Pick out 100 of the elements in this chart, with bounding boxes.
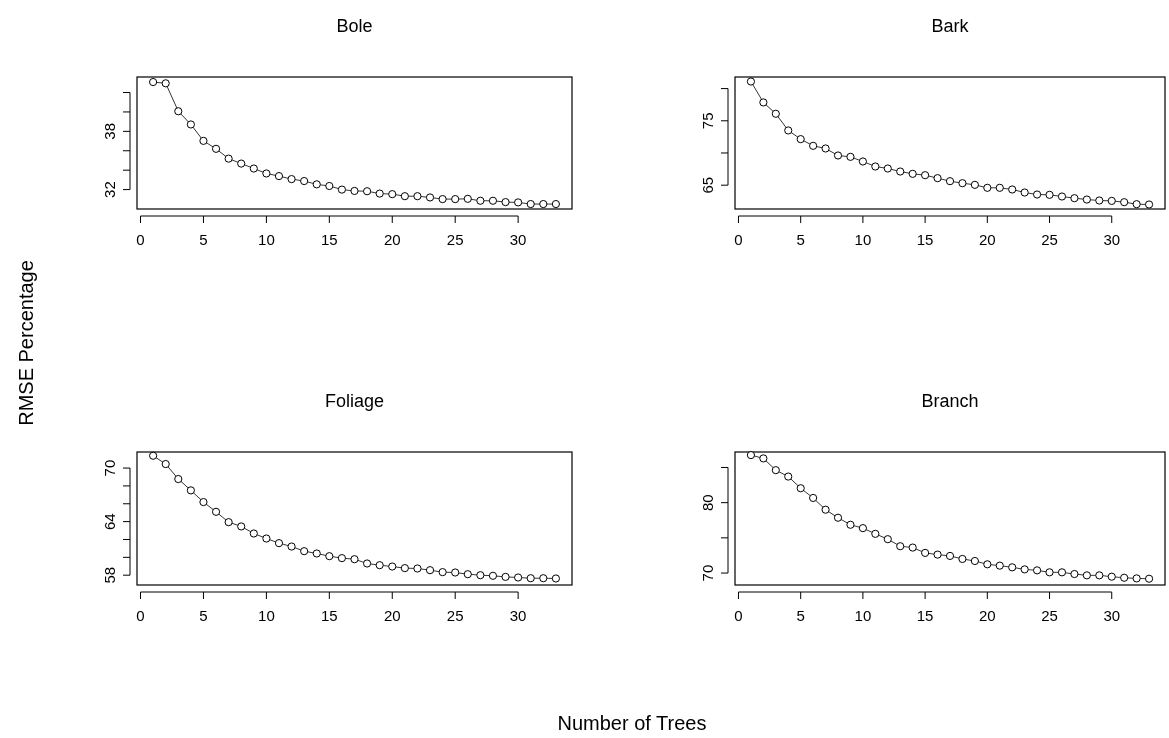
point bbox=[1032, 566, 1042, 575]
point bbox=[161, 459, 170, 469]
point bbox=[514, 573, 523, 582]
point bbox=[425, 566, 435, 575]
x-tick-label: 10 bbox=[854, 607, 872, 624]
point bbox=[237, 522, 246, 531]
y-tick-label: 70 bbox=[699, 564, 716, 582]
point bbox=[287, 175, 296, 184]
chart-title: Bole bbox=[336, 16, 373, 36]
x-tick-label: 25 bbox=[1041, 607, 1058, 624]
x-tick-label: 0 bbox=[734, 607, 743, 624]
x-tick-label: 25 bbox=[446, 607, 464, 624]
point bbox=[211, 144, 221, 153]
point bbox=[983, 183, 992, 192]
y-tick-label: 32 bbox=[101, 181, 118, 198]
point bbox=[970, 180, 979, 189]
point bbox=[249, 529, 258, 538]
point bbox=[933, 174, 942, 183]
point bbox=[149, 451, 158, 460]
point bbox=[1020, 565, 1029, 574]
point bbox=[1107, 572, 1116, 581]
point bbox=[400, 192, 409, 201]
point bbox=[883, 164, 892, 173]
chart-title: Foliage bbox=[324, 391, 385, 411]
chart-title: Branch bbox=[921, 391, 979, 411]
point bbox=[1020, 188, 1029, 197]
point bbox=[1120, 198, 1129, 207]
point bbox=[463, 194, 472, 203]
point bbox=[451, 568, 460, 577]
point bbox=[312, 180, 321, 189]
x-tick-label: 5 bbox=[199, 607, 208, 624]
point bbox=[375, 561, 384, 570]
point bbox=[995, 561, 1004, 570]
point bbox=[933, 550, 942, 559]
point bbox=[921, 548, 930, 558]
point bbox=[1095, 196, 1104, 205]
point bbox=[325, 181, 334, 191]
point bbox=[149, 77, 158, 87]
point bbox=[262, 534, 271, 543]
x-tick-label: 5 bbox=[796, 607, 805, 624]
x-axis-title: Number of Trees bbox=[557, 712, 707, 734]
point bbox=[1144, 574, 1154, 583]
x-tick-label: 5 bbox=[199, 231, 208, 248]
point bbox=[896, 167, 905, 176]
point bbox=[1045, 190, 1054, 199]
point bbox=[237, 159, 246, 168]
x-tick-label: 15 bbox=[320, 231, 338, 248]
point bbox=[514, 198, 523, 207]
point bbox=[908, 543, 917, 552]
point bbox=[274, 172, 284, 181]
point bbox=[551, 199, 560, 209]
point bbox=[438, 195, 447, 204]
x-tick-label: 20 bbox=[383, 607, 401, 624]
chart-title: Bark bbox=[931, 16, 970, 36]
point bbox=[186, 486, 195, 495]
point bbox=[1008, 185, 1017, 194]
point bbox=[287, 542, 296, 551]
point bbox=[1082, 571, 1091, 580]
point bbox=[451, 195, 460, 204]
point bbox=[325, 552, 334, 561]
point bbox=[300, 176, 309, 186]
y-tick-label: 38 bbox=[101, 123, 118, 140]
point bbox=[476, 196, 485, 205]
point bbox=[501, 572, 510, 581]
point bbox=[846, 152, 855, 161]
point bbox=[858, 524, 868, 533]
point bbox=[362, 187, 372, 196]
point bbox=[539, 574, 548, 583]
x-tick-label: 20 bbox=[978, 231, 996, 248]
y-tick-label: 80 bbox=[699, 494, 716, 512]
point bbox=[1132, 200, 1141, 209]
x-tick-label: 30 bbox=[1103, 607, 1121, 624]
x-tick-label: 30 bbox=[1103, 231, 1121, 248]
point bbox=[995, 183, 1004, 192]
point bbox=[1070, 569, 1079, 579]
point bbox=[413, 192, 422, 201]
x-tick-label: 10 bbox=[854, 231, 872, 248]
point bbox=[425, 193, 435, 202]
x-tick-label: 30 bbox=[509, 607, 527, 624]
point bbox=[983, 560, 992, 569]
point bbox=[388, 562, 397, 571]
point bbox=[413, 564, 422, 573]
y-tick-label: 70 bbox=[101, 459, 118, 477]
point bbox=[846, 520, 855, 529]
point bbox=[199, 497, 208, 507]
point bbox=[759, 98, 768, 107]
x-tick-label: 0 bbox=[734, 231, 743, 248]
point bbox=[199, 136, 208, 145]
point bbox=[945, 177, 955, 186]
point bbox=[262, 169, 271, 178]
point bbox=[746, 451, 756, 460]
x-tick-label: 15 bbox=[916, 607, 934, 624]
point bbox=[174, 474, 183, 484]
x-tick-label: 25 bbox=[1041, 231, 1058, 248]
x-tick-label: 30 bbox=[509, 231, 527, 248]
point bbox=[1032, 190, 1042, 199]
y-tick-label: 65 bbox=[699, 176, 716, 194]
point bbox=[821, 144, 830, 153]
point bbox=[161, 79, 170, 88]
point bbox=[1120, 573, 1129, 582]
